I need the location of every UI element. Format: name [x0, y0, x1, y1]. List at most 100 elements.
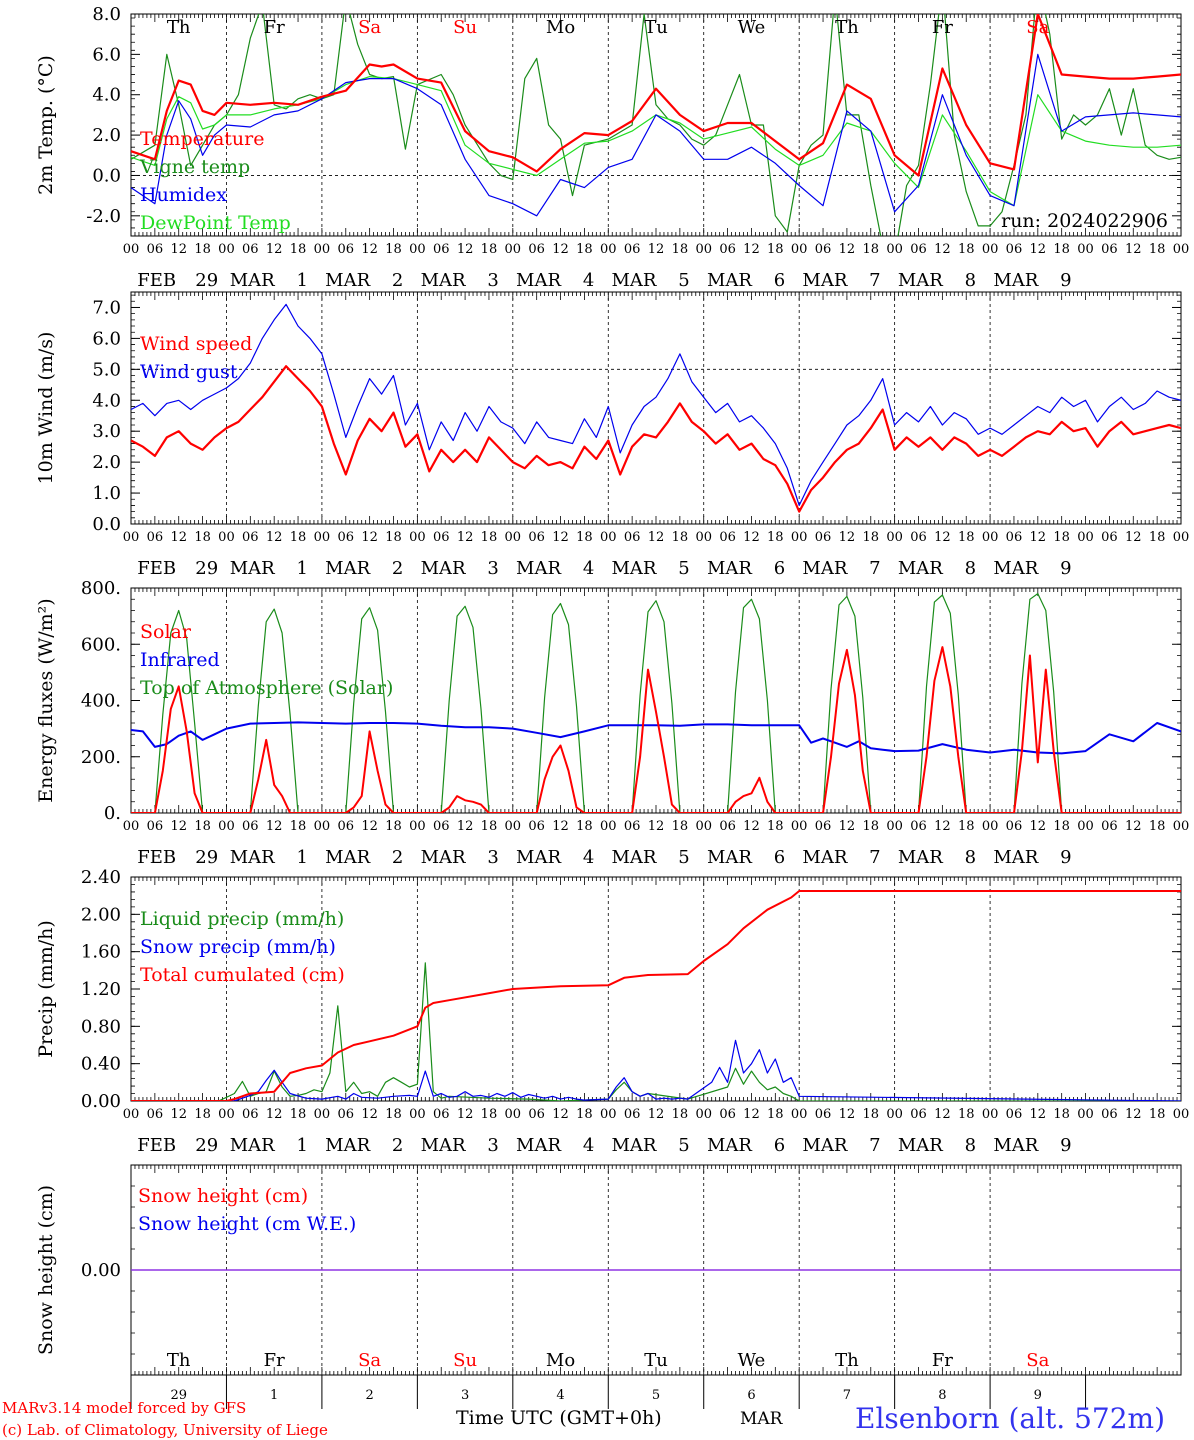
hour-tick-label: 00 — [123, 530, 140, 545]
date-month-label: MAR — [230, 558, 275, 579]
hour-tick-label: 06 — [147, 530, 164, 545]
hour-tick-label: 12 — [266, 819, 283, 834]
date-month-label: MAR — [421, 847, 466, 868]
legend-entry: Humidex — [140, 184, 227, 206]
y-tick-label: 2.40 — [81, 867, 121, 888]
hour-tick-label: 06 — [815, 530, 832, 545]
hour-tick-label: 12 — [266, 530, 283, 545]
hour-tick-label: 06 — [242, 819, 259, 834]
footer-time-label: Time UTC (GMT+0h) — [456, 1407, 662, 1429]
hour-tick-label: 06 — [147, 1107, 164, 1122]
hour-tick-label: 12 — [839, 1107, 856, 1122]
weekday-label: Sa — [1026, 17, 1049, 38]
y-tick-label: 1.60 — [81, 942, 121, 963]
hour-tick-label: 18 — [290, 242, 307, 257]
y-minor-ticks — [131, 1164, 1181, 1376]
footer: MARv3.14 model forced by GFS (c) Lab. of… — [2, 1399, 1165, 1439]
hour-tick-label: 00 — [886, 1107, 903, 1122]
date-day-label: 5 — [678, 270, 689, 291]
hour-tick-label: 00 — [1173, 242, 1190, 257]
hour-tick-label: 18 — [481, 819, 498, 834]
hour-tick-label: 06 — [624, 1107, 641, 1122]
date-day-label: 4 — [583, 847, 594, 868]
hour-tick-label: 00 — [1077, 819, 1094, 834]
legend-entry: Wind gust — [140, 361, 238, 383]
weekday-label: Fr — [264, 1350, 285, 1371]
y-axis-title: Energy fluxes (W/m²) — [35, 598, 57, 802]
hour-tick-label: 12 — [552, 819, 569, 834]
y-tick-label: 1.0 — [92, 483, 121, 504]
hour-tick-label: 18 — [672, 1107, 689, 1122]
series-line-temperature — [131, 14, 1181, 177]
hour-tick-label: 06 — [1101, 1107, 1118, 1122]
hour-tick-label: 18 — [1149, 819, 1166, 834]
date-month-label: MAR — [325, 558, 370, 579]
panel-flux: 0. 200. 400. 600. 800. Energy fluxes (W/m²) So… — [35, 578, 1189, 868]
y-axis-title: 10m Wind (m/s) — [35, 332, 57, 485]
date-day-label: 2 — [392, 270, 403, 291]
date-month-label: MAR — [516, 1135, 561, 1156]
date-day-label: 7 — [869, 558, 880, 579]
hour-tick-label: 06 — [910, 1107, 927, 1122]
footer-model-line: MARv3.14 model forced by GFS — [2, 1399, 246, 1417]
date-month-label: MAR — [325, 270, 370, 291]
hour-tick-label: 00 — [695, 1107, 712, 1122]
footer-credit-line: (c) Lab. of Climatology, University of L… — [2, 1421, 328, 1439]
hour-tick-label: 12 — [1030, 530, 1047, 545]
weekday-label: Su — [453, 17, 477, 38]
y-tick-label: 5.0 — [92, 359, 121, 380]
hour-tick-label: 06 — [1006, 530, 1023, 545]
hour-tick-label: 00 — [982, 530, 999, 545]
hour-tick-label: 18 — [481, 530, 498, 545]
date-day-label: 1 — [296, 1135, 307, 1156]
date-month-label: MAR — [325, 1135, 370, 1156]
y-tick-label: 2.00 — [81, 904, 121, 925]
hour-tick-label: 12 — [743, 242, 760, 257]
date-day-label: 1 — [296, 847, 307, 868]
hour-tick-label: 18 — [290, 819, 307, 834]
hour-tick-label: 00 — [695, 242, 712, 257]
hour-tick-label: 12 — [170, 530, 187, 545]
series-line-total-cumulated-cm- — [131, 890, 1181, 1101]
hour-tick-label: 18 — [958, 819, 975, 834]
hour-tick-label: 00 — [123, 819, 140, 834]
hour-tick-label: 18 — [862, 1107, 879, 1122]
hour-tick-label: 18 — [385, 819, 402, 834]
date-day-label: 4 — [583, 558, 594, 579]
date-day-label: 29 — [195, 270, 218, 291]
date-month-label: FEB — [137, 270, 176, 291]
panel-precip: 0.00 0.40 0.80 1.20 1.60 2.00 2.40 Precip (mm/h… — [35, 867, 1189, 1156]
hour-tick-label: 18 — [767, 1107, 784, 1122]
date-day-label: 9 — [1060, 270, 1071, 291]
hour-tick-label: 06 — [433, 819, 450, 834]
y-tick-label: 0. — [104, 803, 121, 824]
y-tick-label: 6.0 — [92, 44, 121, 65]
day-number-label: 9 — [1034, 1388, 1042, 1403]
series-line-snow-precip-mm-h- — [131, 1039, 1181, 1101]
panel-wind: 0.0 1.0 2.0 3.0 4.0 5.0 6.0 7.0 10m Wind (m/s) Wi… — [35, 291, 1189, 579]
date-day-label: 2 — [392, 558, 403, 579]
hour-tick-label: 12 — [648, 242, 665, 257]
hour-tick-label: 06 — [624, 242, 641, 257]
hour-tick-label: 12 — [743, 530, 760, 545]
hour-tick-label: 00 — [791, 530, 808, 545]
date-day-label: 1 — [296, 558, 307, 579]
date-day-label: 8 — [965, 847, 976, 868]
date-month-label: MAR — [707, 270, 752, 291]
series-line-humidex — [131, 53, 1181, 217]
legend-entry: DewPoint Temp — [140, 212, 291, 234]
hour-tick-label: 00 — [982, 1107, 999, 1122]
date-day-label: 5 — [678, 1135, 689, 1156]
date-month-label: MAR — [898, 847, 943, 868]
hour-tick-label: 12 — [648, 819, 665, 834]
hour-tick-label: 00 — [982, 819, 999, 834]
hour-tick-label: 18 — [767, 242, 784, 257]
hour-tick-label: 18 — [958, 530, 975, 545]
weekday-label: Th — [167, 17, 191, 38]
y-tick-label: 0.0 — [92, 165, 121, 186]
hour-tick-label: 06 — [910, 242, 927, 257]
date-month-label: MAR — [802, 1135, 847, 1156]
hour-tick-label: 00 — [218, 1107, 235, 1122]
hour-tick-label: 00 — [409, 1107, 426, 1122]
